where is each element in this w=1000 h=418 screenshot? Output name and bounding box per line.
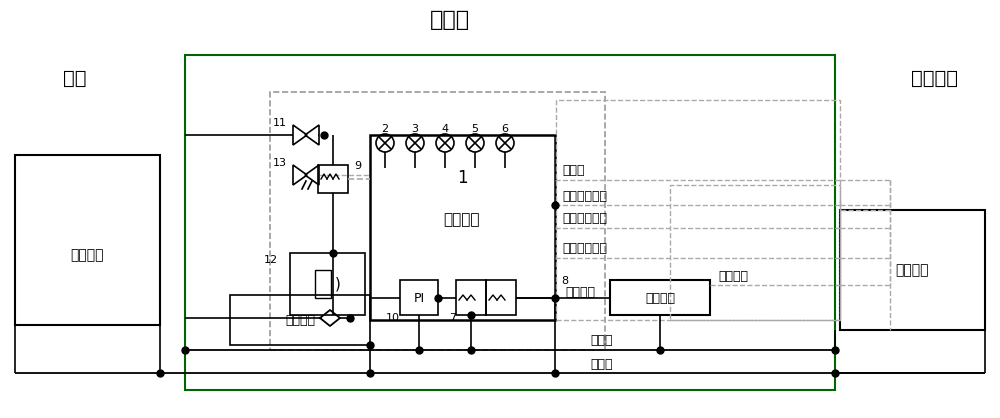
Bar bbox=[400, 280, 438, 315]
Text: 10: 10 bbox=[386, 313, 400, 323]
Text: 制动缓解状态: 制动缓解状态 bbox=[562, 212, 607, 225]
Text: 机车: 机车 bbox=[63, 69, 87, 87]
Text: 5: 5 bbox=[472, 124, 479, 134]
Text: 11: 11 bbox=[273, 118, 287, 128]
Bar bbox=[456, 280, 486, 315]
Text: 制动缸管: 制动缸管 bbox=[565, 286, 595, 300]
Text: 2: 2 bbox=[381, 124, 389, 134]
Bar bbox=[230, 295, 370, 345]
Bar bbox=[15, 155, 160, 325]
Text: 制动指令: 制动指令 bbox=[718, 270, 748, 283]
Text: 12: 12 bbox=[264, 255, 278, 265]
Bar bbox=[185, 55, 835, 390]
Text: 制动系统: 制动系统 bbox=[895, 263, 929, 277]
Text: 制动系统: 制动系统 bbox=[70, 248, 104, 262]
Text: 4: 4 bbox=[441, 124, 449, 134]
Text: 回送车: 回送车 bbox=[430, 10, 470, 30]
Text: 8: 8 bbox=[561, 276, 569, 286]
Bar bbox=[318, 165, 348, 193]
Bar bbox=[370, 135, 555, 320]
Text: 制动系统: 制动系统 bbox=[285, 314, 315, 326]
Text: 紧急制动控制: 紧急制动控制 bbox=[562, 189, 607, 202]
Text: 1: 1 bbox=[457, 169, 467, 187]
Text: 停放制动状态: 停放制动状态 bbox=[562, 242, 607, 255]
Bar bbox=[486, 280, 516, 315]
Text: 13: 13 bbox=[273, 158, 287, 168]
Text: 6: 6 bbox=[502, 124, 509, 134]
Text: 3: 3 bbox=[412, 124, 418, 134]
Bar bbox=[670, 185, 840, 320]
Bar bbox=[610, 280, 710, 315]
Text: ): ) bbox=[335, 276, 341, 291]
Bar bbox=[315, 270, 331, 298]
Text: 总风管: 总风管 bbox=[590, 334, 612, 347]
Bar bbox=[840, 210, 985, 330]
Text: 供电线: 供电线 bbox=[562, 165, 584, 178]
Text: 9: 9 bbox=[354, 161, 361, 171]
Text: 回送装置: 回送装置 bbox=[645, 291, 675, 304]
Text: 列车管: 列车管 bbox=[590, 357, 612, 370]
Bar bbox=[290, 253, 365, 315]
Text: 地铁列车: 地铁列车 bbox=[912, 69, 958, 87]
Bar bbox=[556, 100, 840, 320]
Text: 7: 7 bbox=[449, 313, 456, 323]
Text: PI: PI bbox=[413, 291, 425, 304]
Text: 监控装置: 监控装置 bbox=[444, 212, 480, 227]
Bar bbox=[270, 92, 605, 350]
